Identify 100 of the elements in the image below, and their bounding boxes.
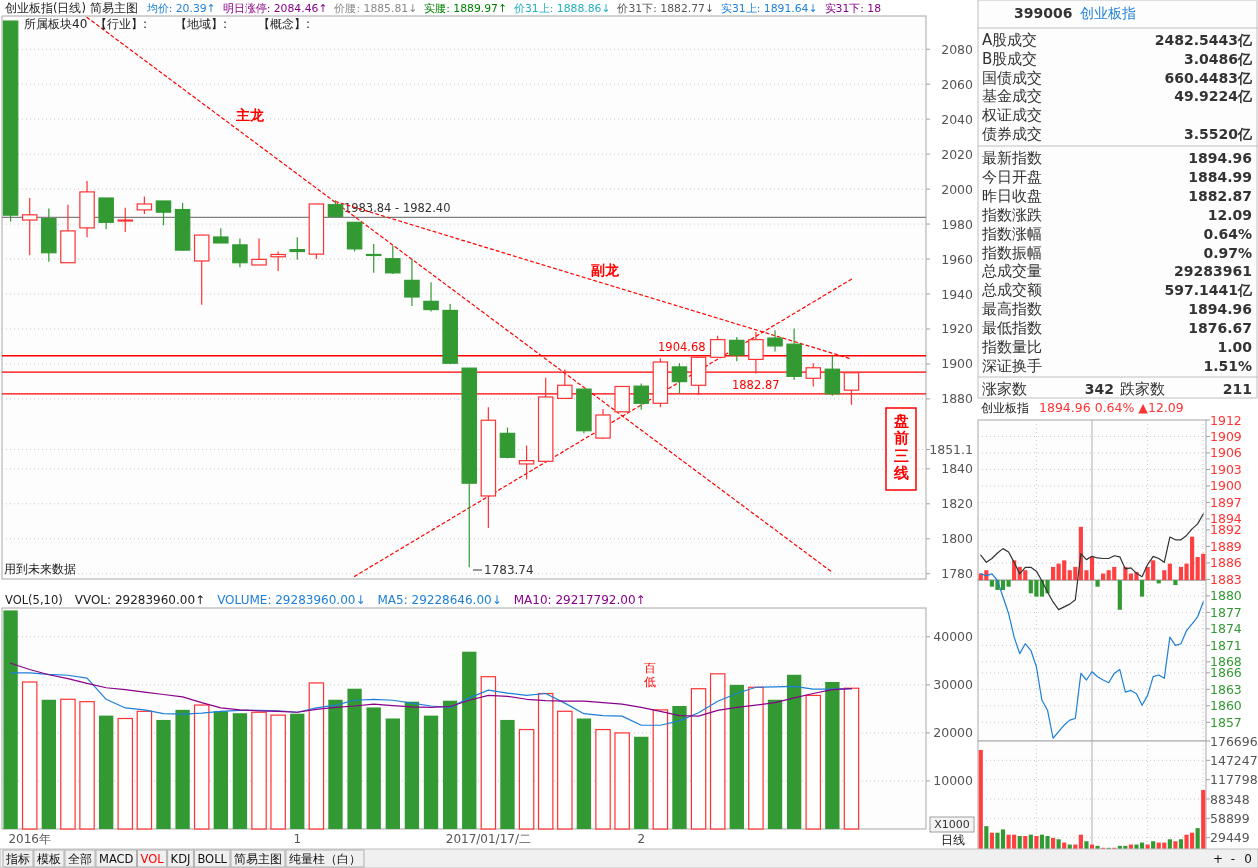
category-label: 国债成交 [982, 68, 1042, 87]
y-tick-label: 1883 [1210, 571, 1242, 587]
y-tick-label: 1874 [1210, 621, 1242, 637]
text: 盘前三线 [892, 412, 909, 482]
text: 指标 [5, 852, 30, 866]
category-label: 今日开盘 [982, 167, 1042, 186]
y-tick-label: 1840 [941, 461, 974, 477]
category-label: 指数振幅 [981, 243, 1042, 262]
text: 实腰: 1889.97↑ [424, 2, 507, 15]
chart-subtitle: 1894.96 0.64% ▲12.09 [1039, 400, 1184, 415]
ref-line-label: 1904.68 [658, 339, 706, 354]
y-tick-label: 117798 [1210, 772, 1258, 788]
y-tick-label: 58899 [1210, 810, 1250, 826]
text: 1.00 [1217, 339, 1252, 355]
text: 660.4483亿 [1164, 69, 1252, 86]
y-tick-label: 40000 [933, 629, 974, 645]
text: 399006 [1014, 5, 1073, 21]
annotation: 【行业】: [95, 17, 148, 31]
y-tick-label: 1906 [1210, 445, 1242, 461]
text: 均价: 20.39↑ [145, 2, 216, 15]
y-axis-title: X1000 [934, 818, 970, 831]
text: 价31上: 1888.86↓ [512, 2, 611, 15]
y-tick-label: 1960 [941, 251, 974, 267]
category-label: 总成交额 [981, 281, 1042, 300]
text: 29283961 [1174, 263, 1252, 280]
text: 0 [1244, 852, 1252, 866]
text: 3.5520亿 [1183, 126, 1252, 142]
text: 49.9224亿 [1174, 88, 1252, 105]
y-tick-label: 1900 [1210, 478, 1242, 494]
category-label: 总成交量 [981, 262, 1042, 281]
x-tick-label: 2017/01/17/二 [445, 832, 531, 846]
y-tick-label: 1800 [941, 531, 974, 547]
y-tick-label: 20000 [933, 725, 974, 741]
y-tick-label: 1903 [1210, 461, 1242, 477]
category-label: 最新指数 [982, 149, 1042, 167]
y-tick-label: 2000 [941, 181, 974, 197]
category-label: 指数涨幅 [981, 224, 1042, 243]
text: 211 [1222, 381, 1252, 397]
y-tick-label: 1909 [1210, 428, 1242, 444]
category-label: B股成交 [982, 49, 1038, 68]
text: MA10: 29217792.00↑ [513, 593, 646, 607]
text: 价31下: 1882.77↓ [616, 2, 714, 15]
text: 2482.5443亿 [1154, 32, 1252, 48]
ref-line-label: 1882.87 [731, 377, 780, 392]
text: MACD [99, 852, 134, 866]
text: 创业板指 [1080, 5, 1137, 21]
category-label: 债券成交 [982, 125, 1042, 143]
text: MA5: 29228646.00↓ [377, 593, 502, 607]
x-tick-label: 1 [293, 832, 302, 846]
category-label: 涨家数 [982, 380, 1027, 398]
category-label: 跌家数 [1120, 380, 1165, 398]
x-tick-label: 2016年 [8, 832, 51, 846]
annotation: 所属板块40 [24, 17, 88, 31]
text: 12.09 [1207, 206, 1252, 223]
y-tick-label: 1877 [1210, 604, 1242, 620]
category-label: 最高指数 [982, 300, 1042, 319]
category-label: 指数量比 [981, 338, 1042, 356]
text: 价腰: 1885.81↓ [333, 2, 418, 15]
y-tick-label: 1866 [1210, 665, 1242, 681]
y-tick-label: 1820 [941, 496, 974, 512]
text: 实31上: 1891.64↓ [721, 2, 818, 15]
y-tick-label: 2040 [941, 111, 974, 127]
text: 简易主图 [233, 852, 282, 866]
text: 1876.67 [1188, 320, 1252, 337]
text: VVOL: 29283960.00↑ [74, 593, 206, 607]
y-tick-label: 10000 [933, 773, 974, 789]
text: 3.0486亿 [1183, 50, 1252, 67]
text: + [1212, 852, 1224, 866]
text: 日线 [941, 833, 965, 847]
text: VOL [140, 852, 165, 866]
text: 1882.87 [1188, 187, 1252, 204]
y-tick-label: 1980 [941, 216, 974, 232]
text: 0.64% [1203, 225, 1252, 242]
text: 0.97% [1203, 244, 1252, 261]
text: 597.1441亿 [1164, 282, 1252, 299]
category-label: 最低指数 [982, 319, 1042, 338]
x-tick-label: 2 [637, 832, 646, 846]
text: 1894.96 [1188, 301, 1252, 318]
category-label: 昨日收盘 [982, 186, 1042, 205]
annotation: 主龙 [235, 107, 265, 123]
y-tick-label: 2060 [941, 76, 974, 92]
text: 1.51% [1203, 357, 1252, 374]
text: BOLL [197, 852, 228, 866]
annotation: 【概念】: [258, 17, 311, 31]
text: 纯量柱（白） [288, 852, 361, 866]
category-label: 指数涨跌 [981, 205, 1042, 224]
annotation: 用到未来数据 [4, 562, 76, 576]
y-tick-label: 1900 [941, 356, 974, 372]
text: 1894.96 [1188, 150, 1252, 166]
y-tick-label: 1886 [1210, 555, 1242, 571]
chart-title: 创业板指 [981, 401, 1029, 415]
text: KDJ [170, 852, 191, 866]
text: 342 [1084, 381, 1114, 397]
y-tick-label: 1912 [1210, 412, 1242, 428]
category-label: A股成交 [982, 31, 1038, 49]
text: 1884.99 [1188, 168, 1252, 185]
category-label: 深证换手 [982, 356, 1042, 375]
chart-title: VOL(5,10) [5, 593, 63, 607]
text: 全部 [68, 852, 92, 866]
y-tick-label: 30000 [933, 677, 974, 693]
